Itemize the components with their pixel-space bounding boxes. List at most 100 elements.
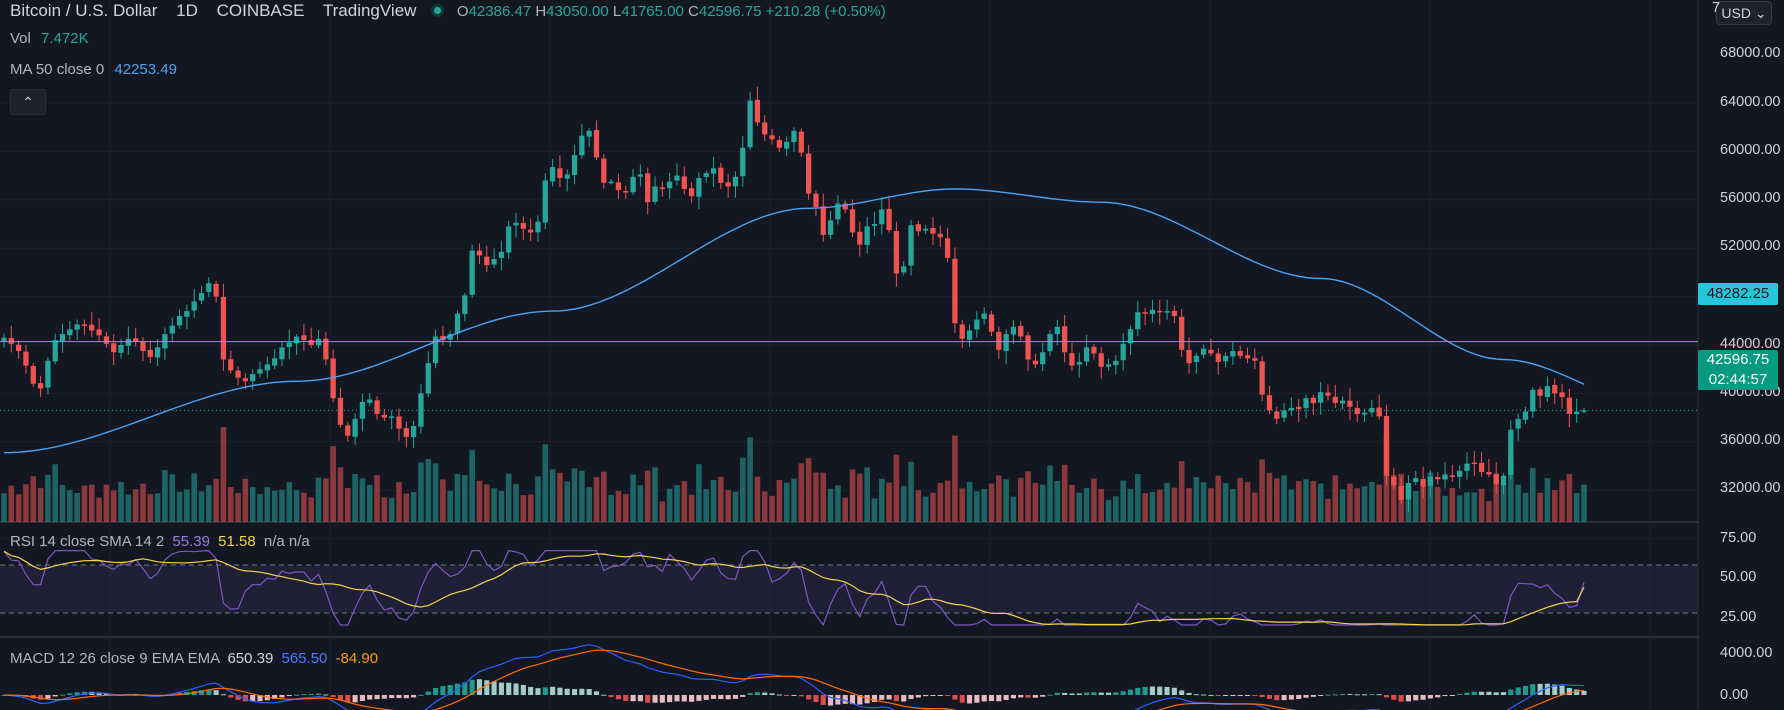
currency-select[interactable]: USD ⌄	[1716, 1, 1772, 25]
collapse-legend-button[interactable]: ⌃	[10, 89, 46, 115]
candle-body	[1179, 316, 1185, 350]
candle-body	[1259, 361, 1265, 395]
candle-body	[974, 319, 980, 330]
symbol-name[interactable]: Bitcoin / U.S. Dollar	[10, 1, 158, 20]
volume-bar	[323, 478, 329, 522]
interval-label[interactable]: 1D	[176, 1, 198, 20]
macd-histogram-bar	[689, 695, 695, 702]
macd-histogram-bar	[250, 695, 256, 702]
candle-body	[315, 338, 322, 346]
macd-histogram-bar	[425, 691, 431, 695]
volume-legend[interactable]: Vol 7.472K	[10, 30, 89, 47]
candle-body	[959, 324, 965, 339]
macd-histogram-bar	[528, 686, 534, 695]
macd-histogram-bar	[359, 695, 365, 701]
macd-histogram-bar	[520, 685, 526, 695]
volume-bar	[235, 493, 241, 522]
macd-histogram-bar	[945, 695, 951, 696]
volume-bar	[1025, 471, 1031, 522]
volume-bar	[1164, 482, 1170, 522]
volume-bar	[330, 446, 336, 522]
macd-legend[interactable]: MACD 12 26 close 9 EMA EMA 650.39 565.50…	[10, 650, 378, 667]
macd-histogram-bar	[59, 694, 66, 696]
volume-bar	[1222, 483, 1229, 522]
macd-histogram-bar	[1340, 694, 1346, 696]
macd-histogram-bar	[1252, 695, 1258, 696]
candle-body	[52, 340, 58, 362]
candle-body	[403, 428, 409, 437]
ma-legend[interactable]: MA 50 close 0 42253.49	[10, 61, 177, 78]
ma-label: MA 50 close 0	[10, 61, 105, 78]
volume-bar	[1186, 488, 1192, 522]
macd-histogram-bar	[710, 695, 717, 699]
volume-bar	[52, 464, 58, 522]
candle-body	[293, 336, 300, 344]
volume-bar	[886, 482, 892, 522]
volume-bar	[1156, 489, 1163, 522]
macd-tick: 4000.00	[1720, 645, 1773, 661]
volume-bar	[366, 484, 373, 522]
macd-histogram-bar	[235, 695, 241, 700]
macd-histogram-bar	[557, 687, 563, 695]
candle-body	[718, 167, 724, 183]
volume-bar	[213, 478, 219, 522]
macd-histogram-bar	[542, 687, 548, 695]
volume-bar	[491, 488, 497, 522]
rsi-legend[interactable]: RSI 14 close SMA 14 2 55.39 51.58 n/a n/…	[10, 533, 310, 550]
volume-bar	[1347, 483, 1353, 522]
candle-body	[374, 400, 380, 414]
volume-bar	[615, 490, 622, 522]
volume-bar	[1369, 481, 1375, 522]
candle-body	[154, 347, 161, 358]
volume-bar	[1047, 465, 1053, 522]
macd-histogram-bar	[1347, 694, 1353, 696]
candle-body	[667, 181, 673, 189]
macd-histogram-bar	[1493, 692, 1499, 695]
macd-signal-line	[3, 649, 1585, 710]
macd-histogram-bar	[1442, 695, 1448, 697]
candle-body	[1281, 410, 1287, 418]
rsi-extra: n/a n/a	[263, 533, 310, 550]
rsi-sma-value: 51.58	[218, 533, 256, 550]
volume-bar	[286, 482, 293, 522]
volume-bar	[184, 489, 190, 522]
volume-bar	[1215, 475, 1222, 522]
volume-bar	[476, 480, 483, 522]
candle-body	[1113, 360, 1119, 366]
hline-price-label[interactable]: 48282.25	[1698, 283, 1778, 305]
market-status-icon[interactable]	[431, 4, 445, 17]
volume-bar	[447, 490, 453, 522]
macd-histogram-bar	[1113, 692, 1119, 695]
macd-histogram-bar	[506, 682, 512, 695]
ma-value: 42253.49	[114, 61, 177, 78]
volume-bar	[1, 493, 7, 522]
ohlc-close-label: C	[688, 3, 699, 20]
volume-bar	[418, 462, 424, 522]
macd-histogram-bar	[1391, 695, 1397, 700]
macd-histogram-bar	[740, 695, 746, 697]
candle-body	[140, 341, 146, 352]
macd-histogram-bar	[462, 682, 468, 695]
macd-histogram-bar	[915, 695, 921, 698]
volume-bar	[1288, 489, 1295, 522]
volume-bar	[557, 472, 563, 522]
volume-bar	[1376, 484, 1382, 522]
volume-bar	[988, 483, 995, 522]
volume-bar	[359, 478, 366, 522]
macd-histogram-bar	[1398, 695, 1404, 702]
candle-body	[1376, 407, 1382, 417]
macd-histogram-bar	[484, 680, 490, 695]
volume-bar	[1515, 484, 1521, 522]
candle-body	[213, 283, 219, 297]
volume-bar	[1544, 478, 1551, 522]
volume-bar	[1427, 472, 1434, 522]
macd-histogram-bar	[835, 695, 841, 705]
candle-body	[462, 295, 468, 315]
rsi-label: RSI 14 close SMA 14 2	[10, 533, 165, 550]
candle-body	[1457, 470, 1463, 477]
macd-histogram-bar	[571, 689, 578, 695]
macd-histogram-bar	[374, 695, 380, 700]
volume-bar	[1581, 484, 1587, 522]
candle-body	[988, 314, 995, 332]
